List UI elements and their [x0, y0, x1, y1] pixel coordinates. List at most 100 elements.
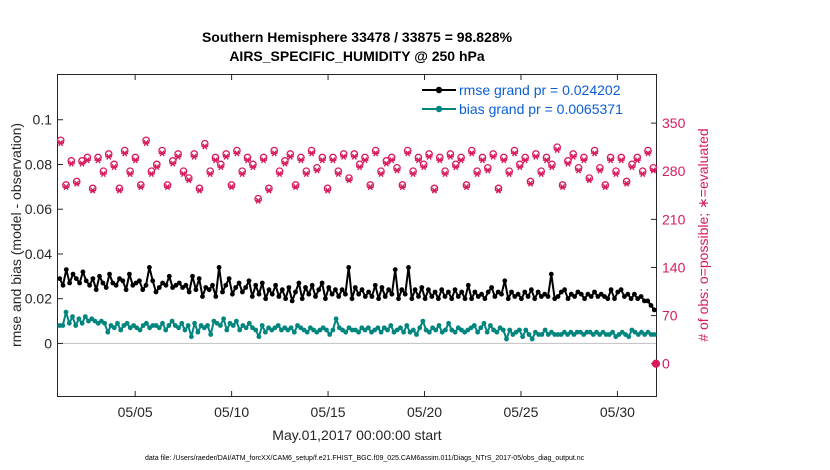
rmse-point — [230, 291, 235, 297]
rmse-point — [87, 282, 92, 288]
rmse-point — [651, 307, 657, 313]
rmse-point — [279, 287, 285, 293]
footnote: data file: /Users/raeder/DAI/ATM_forcXX/… — [145, 455, 585, 462]
bias-point — [182, 327, 188, 333]
obs-evaluated-point — [398, 183, 406, 191]
rmse-point — [196, 276, 202, 281]
obs-evaluated-point — [222, 153, 230, 160]
bias-point — [507, 327, 513, 333]
rmse-point — [176, 280, 182, 286]
rmse-point — [509, 289, 514, 295]
obs-evaluated-point — [612, 170, 620, 178]
bias-point — [410, 327, 416, 333]
rmse-point — [638, 294, 644, 299]
obs-evaluated-point — [318, 157, 326, 164]
rmse-point — [519, 296, 524, 302]
rmse-point — [240, 289, 245, 295]
obs-evaluated-point — [553, 146, 561, 154]
rmse-point — [492, 294, 498, 299]
x-tick-label: 05/15 — [311, 404, 346, 420]
obs-evaluated-point — [350, 153, 358, 160]
bias-point — [523, 327, 529, 333]
bias-series — [57, 309, 657, 342]
bias-point — [375, 325, 381, 331]
rmse-point — [137, 278, 142, 284]
rmse-point — [173, 282, 179, 288]
obs-evaluated-point — [452, 163, 460, 171]
legend: rmse grand pr = 0.024202 bias grand pr =… — [422, 82, 623, 117]
bias-point — [205, 323, 210, 328]
rmse-point — [645, 298, 651, 304]
rmse-point — [366, 289, 371, 295]
rmse-point — [452, 287, 458, 293]
obs-evaluated-point — [99, 170, 107, 178]
y2-tick-label: 280 — [662, 163, 686, 179]
rmse-point — [186, 289, 192, 295]
obs-evaluated-point — [393, 167, 401, 174]
rmse-point — [236, 280, 242, 286]
obs-evaluated-point — [62, 183, 70, 191]
rmse-point — [535, 289, 541, 295]
obs-evaluated-point — [436, 157, 444, 164]
rmse-point — [648, 303, 654, 308]
rmse-point — [419, 285, 425, 290]
rmse-point — [147, 265, 152, 270]
rmse-point — [642, 298, 647, 304]
rmse-point — [575, 289, 581, 295]
rmse-point — [429, 294, 435, 299]
bias-point — [118, 327, 124, 333]
rmse-point — [249, 294, 255, 299]
bias-point — [333, 316, 339, 322]
obs-evaluated-point — [126, 170, 134, 178]
bias-point — [626, 334, 632, 340]
obs-evaluated-point — [302, 170, 310, 178]
rmse-point — [299, 296, 305, 302]
bias-point — [237, 327, 243, 333]
rmse-point — [190, 273, 195, 279]
rmse-point — [269, 291, 275, 297]
obs-evaluated-point — [110, 163, 118, 171]
rmse-point — [206, 287, 212, 293]
y-tick-label: 0.04 — [25, 246, 52, 262]
rmse-point — [489, 285, 494, 290]
obs-evaluated-point — [479, 157, 486, 164]
rmse-point — [77, 280, 82, 286]
obs-evaluated-point — [308, 150, 316, 157]
obs-evaluated-point — [639, 170, 647, 178]
bias-point — [398, 325, 403, 331]
chart-title: Southern Hemisphere 33478 / 33875 = 98.8… — [202, 29, 513, 45]
rmse-point — [479, 291, 484, 297]
rmse-point — [313, 294, 318, 299]
rmse-point — [220, 289, 225, 295]
obs-evaluated-point — [313, 167, 321, 174]
bias-point — [160, 320, 165, 326]
obs-evaluated-point — [409, 170, 417, 178]
bias-point — [452, 329, 458, 335]
rmse-point — [296, 280, 302, 286]
rmse-point — [343, 291, 348, 297]
obs-evaluated-point — [633, 157, 641, 164]
y-tick-label: 0.06 — [25, 201, 52, 217]
obs-evaluated-point — [649, 167, 657, 174]
obs-evaluated-point — [276, 170, 283, 178]
obs-evaluated-point — [260, 157, 267, 164]
obs-evaluated-point — [489, 153, 497, 160]
rmse-point — [565, 296, 571, 302]
obs-evaluated-point — [254, 197, 262, 204]
obs-evaluated-point — [537, 170, 545, 178]
obs-evaluated-point — [121, 150, 129, 157]
rmse-point — [67, 280, 72, 286]
chart-subtitle: AIRS_SPECIFIC_HUMIDITY @ 250 hPa — [229, 48, 485, 64]
rmse-point — [618, 287, 624, 293]
obs-evaluated-point — [484, 167, 492, 174]
rmse-point — [446, 289, 451, 295]
obs-evaluated-point — [548, 163, 556, 171]
rmse-point — [293, 289, 298, 295]
rmse-point — [283, 296, 288, 302]
rmse-point — [150, 278, 156, 284]
obs-evaluated-point — [142, 139, 150, 147]
bias-point — [60, 323, 66, 328]
rmse-point — [392, 267, 398, 272]
bias-point — [137, 327, 143, 333]
rmse-point — [336, 294, 342, 299]
